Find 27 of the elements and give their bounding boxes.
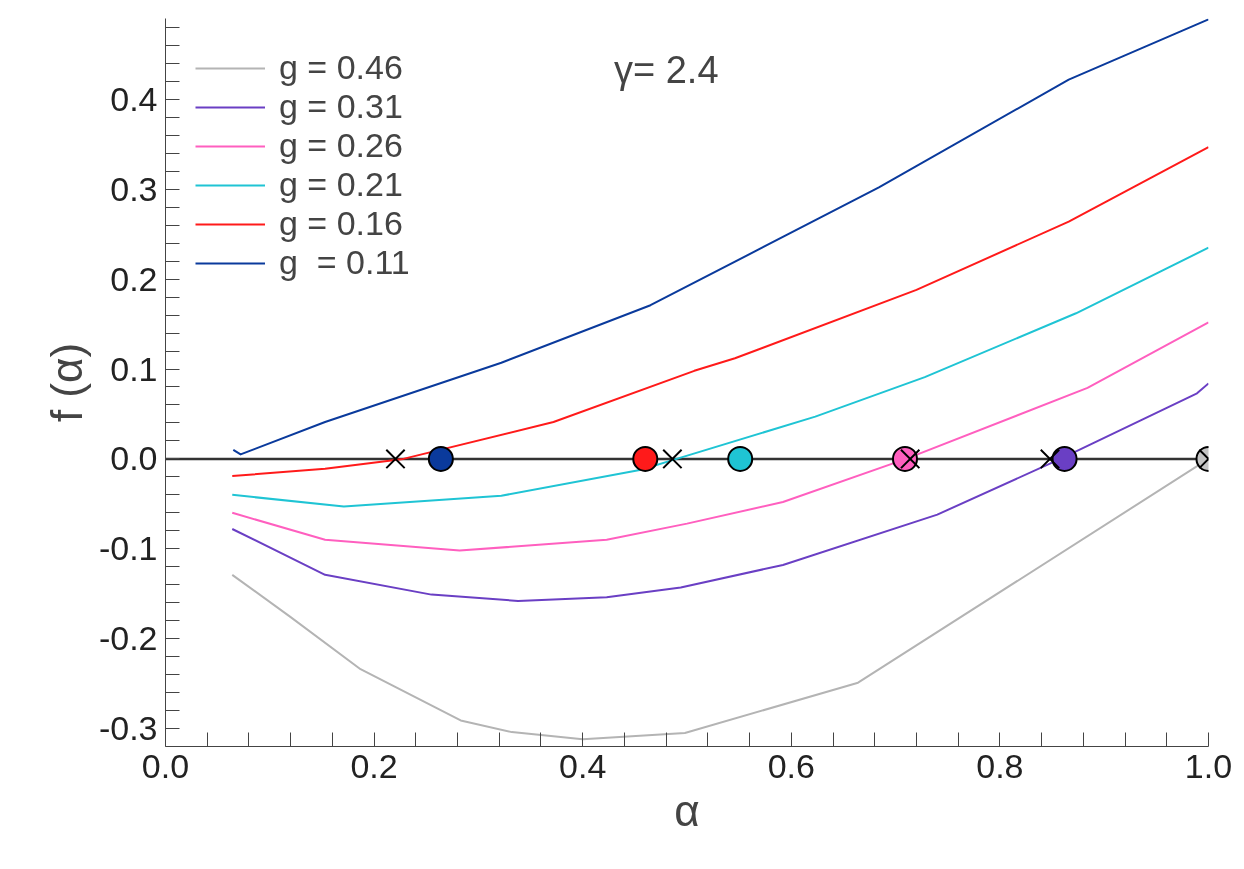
x-tick-label: 0.0: [141, 746, 190, 785]
x-axis-title: α: [674, 785, 700, 835]
x-tick-label: 0.6: [767, 746, 815, 785]
line-series: [231, 246, 1209, 508]
legend-label: g = 0.16: [279, 204, 403, 243]
legend-label: g = 0.46: [279, 48, 403, 87]
y-tick-label: -0.1: [98, 529, 158, 568]
x-tick-label: 0.2: [350, 746, 398, 785]
y-tick-label: 0.3: [110, 169, 158, 208]
legend-label: g = 0.11: [279, 243, 410, 282]
legend-label: g = 0.21: [279, 165, 403, 204]
y-tick-label: -0.2: [98, 619, 158, 658]
y-tick-label: 0.1: [110, 349, 158, 388]
line-series: [231, 382, 1209, 602]
y-tick-label: 0.0: [110, 439, 158, 478]
annotation: γ= 2.4: [613, 49, 719, 92]
y-tick-label: -0.3: [98, 709, 158, 748]
y-tick-label: 0.2: [110, 259, 158, 298]
x-tick-label: 0.4: [559, 746, 607, 785]
legend-label: g = 0.26: [279, 126, 403, 165]
line-series: [232, 18, 1209, 456]
legend-label: g = 0.31: [279, 87, 403, 126]
y-tick-label: 0.4: [110, 79, 158, 118]
x-tick-label: 1.0: [1184, 746, 1233, 785]
x-tick-label: 0.8: [976, 746, 1024, 785]
line-series: [231, 321, 1209, 552]
y-axis-title: f (α): [41, 342, 91, 423]
